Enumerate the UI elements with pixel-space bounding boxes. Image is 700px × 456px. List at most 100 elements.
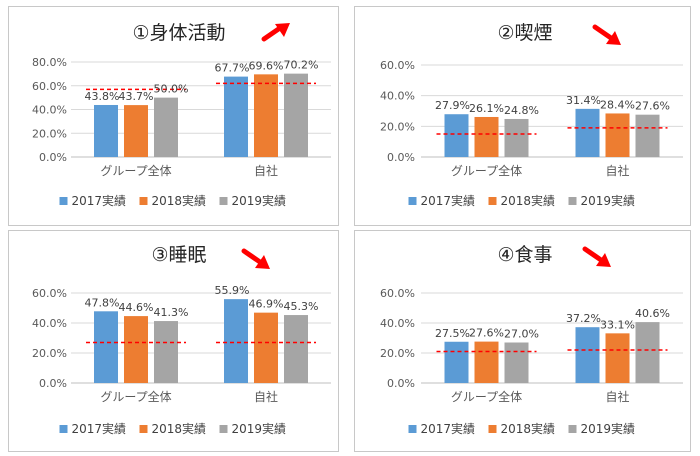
chart-sleep: ③睡眠 0.0% 20.0% 40.0% 60.0% 47.8% 44.6% 41.3% グルー… [32, 244, 331, 436]
x-category-label: グループ全体 [100, 163, 171, 178]
legend-label: 2019実績 [232, 193, 287, 208]
chart-panel-diet: ④食事 0.0% 20.0% 40.0% 60.0% 27.5% 27.6% 27.0% グルー… [354, 230, 691, 452]
bar-2018実績-グループ全体 [124, 316, 148, 383]
legend-label: 2019実績 [581, 421, 636, 436]
x-category-label: 自社 [254, 389, 278, 404]
data-label: 45.3% [284, 300, 319, 313]
y-tick-label: 20.0% [32, 127, 67, 140]
data-label: 27.5% [435, 327, 470, 340]
data-label: 50.0% [154, 83, 189, 96]
legend-label: 2017実績 [421, 421, 476, 436]
data-label: 55.9% [215, 284, 250, 297]
legend-swatch [408, 425, 417, 433]
y-tick-label: 40.0% [380, 90, 415, 103]
data-label: 40.6% [635, 307, 670, 320]
bar-2017実績-グループ全体 [444, 341, 469, 383]
data-label: 70.2% [284, 59, 319, 72]
y-tick-label: 40.0% [32, 104, 67, 117]
bar-2018実績-グループ全体 [474, 341, 499, 383]
legend-label: 2018実績 [152, 421, 207, 436]
legend-label: 2019実績 [232, 421, 287, 436]
data-label: 26.1% [469, 102, 504, 115]
data-label: 27.6% [469, 327, 504, 340]
data-label: 43.7% [119, 90, 154, 103]
bar-2019実績-グループ全体 [504, 118, 529, 157]
y-tick-label: 20.0% [380, 347, 415, 360]
x-category-label: グループ全体 [451, 163, 522, 178]
chart-title: ③睡眠 [151, 244, 206, 266]
legend-label: 2018実績 [501, 421, 556, 436]
legend-label: 2017実績 [421, 193, 476, 208]
trend-down-arrow-icon [592, 24, 621, 45]
chart-panel-physical-activity: ①身体活動 0.0% 20.0% 40.0% 60.0% 80.0% 43.8% 43.7% 5… [8, 6, 339, 226]
data-label: 69.6% [249, 59, 284, 72]
legend-swatch [488, 197, 497, 205]
legend-swatch [59, 197, 68, 205]
bar-2019実績-グループ全体 [504, 342, 529, 383]
data-label: 33.1% [600, 318, 635, 331]
data-label: 47.8% [85, 296, 120, 309]
bar-2019実績-自社 [635, 322, 660, 383]
legend-label: 2017実績 [72, 421, 127, 436]
data-label: 24.8% [504, 104, 539, 117]
legend-swatch [488, 425, 497, 433]
bar-2019実績-グループ全体 [154, 97, 178, 157]
legend-swatch [139, 197, 148, 205]
legend-swatch [219, 425, 228, 433]
chart-diet: ④食事 0.0% 20.0% 40.0% 60.0% 27.5% 27.6% 27.0% グルー… [380, 244, 683, 436]
chart-title: ④食事 [497, 244, 552, 266]
chart-title: ②喫煙 [497, 22, 552, 44]
bar-2018実績-自社 [605, 333, 630, 383]
data-label: 46.9% [249, 298, 284, 311]
legend: 2017実績 2018実績 2019実績 [408, 421, 636, 436]
trend-down-arrow-icon [582, 246, 611, 267]
y-tick-label: 20.0% [32, 347, 67, 360]
data-label: 67.7% [215, 62, 250, 75]
bar-2018実績-グループ全体 [474, 116, 499, 157]
bar-2017実績-グループ全体 [94, 311, 118, 383]
bar-2017実績-自社 [224, 76, 248, 157]
legend: 2017実績 2018実績 2019実績 [59, 421, 287, 436]
chart-physical-activity: ①身体活動 0.0% 20.0% 40.0% 60.0% 80.0% 43.8% 43.7%5… [32, 22, 331, 208]
legend-label: 2018実績 [501, 193, 556, 208]
data-label: 28.4% [600, 98, 635, 111]
y-tick-label: 40.0% [380, 317, 415, 330]
data-label: 41.3% [154, 306, 189, 319]
data-label: 44.6% [119, 301, 154, 314]
bar-2018実績-自社 [605, 113, 630, 157]
chart-smoking: ②喫煙 0.0% 20.0% 40.0% 60.0% 27.9% 26.1% 24.8% グルー… [380, 22, 683, 208]
chart-title: ①身体活動 [132, 22, 225, 44]
y-tick-label: 40.0% [32, 317, 67, 330]
legend-swatch [219, 197, 228, 205]
data-label: 43.8% [85, 90, 120, 103]
bar-2019実績-自社 [284, 73, 308, 157]
x-category-label: グループ全体 [100, 389, 171, 404]
data-label: 27.9% [435, 99, 470, 112]
x-category-label: グループ全体 [451, 389, 522, 404]
y-tick-label: 0.0% [387, 377, 415, 390]
legend-swatch [568, 197, 577, 205]
legend-swatch [568, 425, 577, 433]
y-tick-label: 60.0% [380, 287, 415, 300]
data-label: 27.0% [504, 328, 539, 341]
y-tick-label: 60.0% [32, 287, 67, 300]
y-tick-label: 60.0% [32, 80, 67, 93]
bar-2017実績-グループ全体 [444, 114, 469, 157]
x-category-label: 自社 [605, 163, 629, 178]
y-tick-label: 0.0% [39, 151, 67, 164]
legend-swatch [139, 425, 148, 433]
bar-2019実績-自社 [284, 315, 308, 383]
bar-2018実績-自社 [254, 74, 278, 157]
legend-label: 2019実績 [581, 193, 636, 208]
legend-swatch [59, 425, 68, 433]
bar-2017実績-自社 [224, 299, 248, 383]
data-label: 31.4% [566, 94, 601, 107]
bar-2019実績-自社 [635, 114, 660, 157]
bar-2017実績-グループ全体 [94, 104, 118, 157]
x-category-label: 自社 [254, 163, 278, 178]
y-tick-label: 80.0% [32, 56, 67, 69]
legend-label: 2017実績 [72, 193, 127, 208]
trend-down-arrow-icon [241, 248, 270, 269]
chart-panel-smoking: ②喫煙 0.0% 20.0% 40.0% 60.0% 27.9% 26.1% 24.8% グルー… [354, 6, 691, 226]
legend: 2017実績 2018実績 2019実績 [59, 193, 287, 208]
